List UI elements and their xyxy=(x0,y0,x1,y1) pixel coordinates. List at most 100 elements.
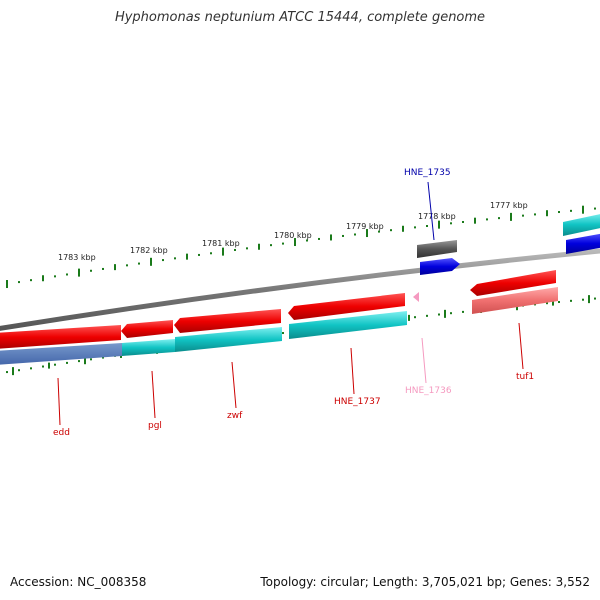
product-HNE_1737-bar xyxy=(289,311,407,339)
major-tick xyxy=(366,229,368,238)
gene-label-zwf[interactable]: zwf xyxy=(227,411,243,421)
scale-tick-label: 1778 kbp xyxy=(418,212,456,221)
scale-dot xyxy=(210,252,212,255)
scale-dot xyxy=(66,361,68,364)
scale-dot xyxy=(198,253,200,256)
minor-tick xyxy=(474,217,476,224)
gene-pgl-arrow xyxy=(121,320,173,338)
scale-dot xyxy=(246,247,248,250)
gene-zwf-arrow xyxy=(174,309,281,333)
gene-label-edd[interactable]: edd xyxy=(53,428,70,438)
minor-tick xyxy=(402,225,404,232)
gene-label-tuf1[interactable]: tuf1 xyxy=(516,372,534,382)
minor-tick xyxy=(42,275,44,282)
feature-cyan-top-right xyxy=(563,214,600,236)
gene-label-hne-1737[interactable]: HNE_1737 xyxy=(334,397,381,407)
scale-dot xyxy=(342,234,344,237)
scale-dot xyxy=(570,209,572,212)
feature-grey-1735 xyxy=(417,240,457,258)
gene-tuf1-product xyxy=(472,287,558,314)
scale-dot xyxy=(18,281,20,284)
scale-dot xyxy=(282,242,284,245)
gene-HNE_1735-arrow xyxy=(420,258,460,275)
gene-label-hne-1736[interactable]: HNE_1736 xyxy=(405,386,452,396)
gene-tuf1-arrow xyxy=(470,270,556,296)
scale-dot xyxy=(558,211,560,214)
scale-dot xyxy=(270,244,272,247)
gene-leader-line xyxy=(151,370,156,419)
scale-dot xyxy=(462,220,464,223)
scale-dot xyxy=(414,316,416,319)
accession-text: Accession: NC_008358 xyxy=(10,575,147,589)
scale-dot xyxy=(78,360,80,363)
scale-dot xyxy=(6,371,8,374)
scale-dot xyxy=(54,275,56,278)
product-zwf-bar xyxy=(175,327,282,352)
major-tick xyxy=(588,295,590,304)
scale-tick-label: 1780 kbp xyxy=(274,231,312,240)
scale-dot xyxy=(558,301,560,304)
scale-dot xyxy=(138,262,140,265)
minor-tick xyxy=(186,253,188,260)
gene-edd-arrow xyxy=(0,325,121,349)
major-tick xyxy=(294,238,296,247)
scale-dot xyxy=(594,297,596,300)
minor-tick xyxy=(330,234,332,241)
gene-label-hne-1735[interactable]: HNE_1735 xyxy=(404,168,451,178)
scale-dot xyxy=(486,218,488,221)
scale-dot xyxy=(306,239,308,242)
genome-summary-text: Topology: circular; Length: 3,705,021 bp… xyxy=(260,575,590,589)
scale-dot xyxy=(282,332,284,335)
product-pgl-bar xyxy=(122,339,175,356)
major-tick xyxy=(78,268,80,277)
product-edd-bar xyxy=(0,343,122,365)
gene-leader-line xyxy=(427,181,435,241)
minor-tick xyxy=(48,362,50,369)
feature-blue-top-right xyxy=(566,233,600,254)
scale-dot xyxy=(378,230,380,233)
minor-tick xyxy=(114,264,116,271)
scale-dot xyxy=(102,356,104,359)
scale-dot xyxy=(54,363,56,366)
scale-dot xyxy=(66,273,68,276)
minor-tick xyxy=(408,314,410,321)
major-tick xyxy=(150,257,152,266)
gene-leader-line xyxy=(57,377,61,426)
scale-dot xyxy=(354,233,356,236)
scale-dot xyxy=(462,310,464,313)
scale-tick-label: 1783 kbp xyxy=(58,253,96,262)
scale-dot xyxy=(426,314,428,317)
scale-tick-label: 1782 kbp xyxy=(130,246,168,255)
scale-dot xyxy=(438,313,440,316)
scale-dot xyxy=(426,225,428,228)
gene-leader-line xyxy=(350,347,355,395)
scale-tick-label: 1779 kbp xyxy=(346,222,384,231)
minor-tick xyxy=(258,243,260,250)
scale-dot xyxy=(450,312,452,315)
major-tick xyxy=(84,356,86,365)
scale-dot xyxy=(234,248,236,251)
major-tick xyxy=(438,220,440,229)
scale-dot xyxy=(18,369,20,372)
major-tick xyxy=(12,367,14,376)
scale-dot xyxy=(126,264,128,267)
scale-dot xyxy=(498,217,500,220)
scale-dot xyxy=(570,299,572,302)
scale-dot xyxy=(582,298,584,301)
minor-tick xyxy=(552,299,554,306)
scale-dot xyxy=(90,269,92,272)
scale-dot xyxy=(534,213,536,216)
scale-dot xyxy=(522,214,524,217)
major-tick xyxy=(6,280,8,289)
scale-tick-label: 1777 kbp xyxy=(490,201,528,210)
major-tick xyxy=(444,309,446,318)
scale-tick-label: 1781 kbp xyxy=(202,239,240,248)
gene-leader-line xyxy=(231,361,237,409)
gene-label-pgl[interactable]: pgl xyxy=(148,421,162,431)
major-tick xyxy=(510,212,512,221)
gene-HNE_1736-arrow xyxy=(413,292,419,302)
scale-dot xyxy=(162,259,164,262)
gene-leader-line xyxy=(518,322,524,370)
scale-dot xyxy=(102,267,104,270)
